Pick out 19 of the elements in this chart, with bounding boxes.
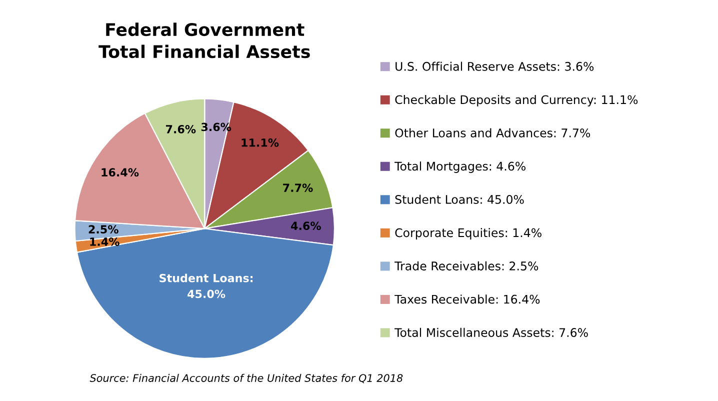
- data-label: 11.1%: [242, 138, 279, 147]
- legend-label: Student Loans: 45.0%: [395, 194, 524, 204]
- legend-label: Other Loans and Advances: 7.7%: [395, 128, 590, 138]
- legend-label: U.S. Official Reserve Assets: 3.6%: [396, 62, 594, 71]
- data-label: 7.7%: [283, 184, 313, 192]
- data-label: Student Loans: 45.0%: [160, 274, 253, 298]
- data-label: 4.6%: [290, 222, 321, 230]
- legend-label: Corporate Equities: 1.4%: [395, 228, 542, 240]
- legend-label: Taxes Receivable: 16.4%: [394, 294, 540, 304]
- chart-title: Federal Government Total Financial Assets: [98, 22, 310, 58]
- legend-label: Trade Receivables: 2.5%: [394, 261, 538, 270]
- legend-label: Total Miscellaneous Assets: 7.6%: [394, 328, 588, 337]
- legend-label: Checkable Deposits and Currency: 11.1%: [395, 94, 638, 106]
- legend-label: Total Mortgages: 4.6%: [394, 162, 526, 173]
- data-label: 7.6%: [166, 124, 196, 134]
- data-label: 1.4%: [90, 238, 120, 246]
- data-label: 2.5%: [88, 225, 118, 234]
- source-note: Source: Financial Accounts of the United States for Q1 2018: [90, 374, 403, 384]
- data-label: 16.4%: [102, 168, 139, 177]
